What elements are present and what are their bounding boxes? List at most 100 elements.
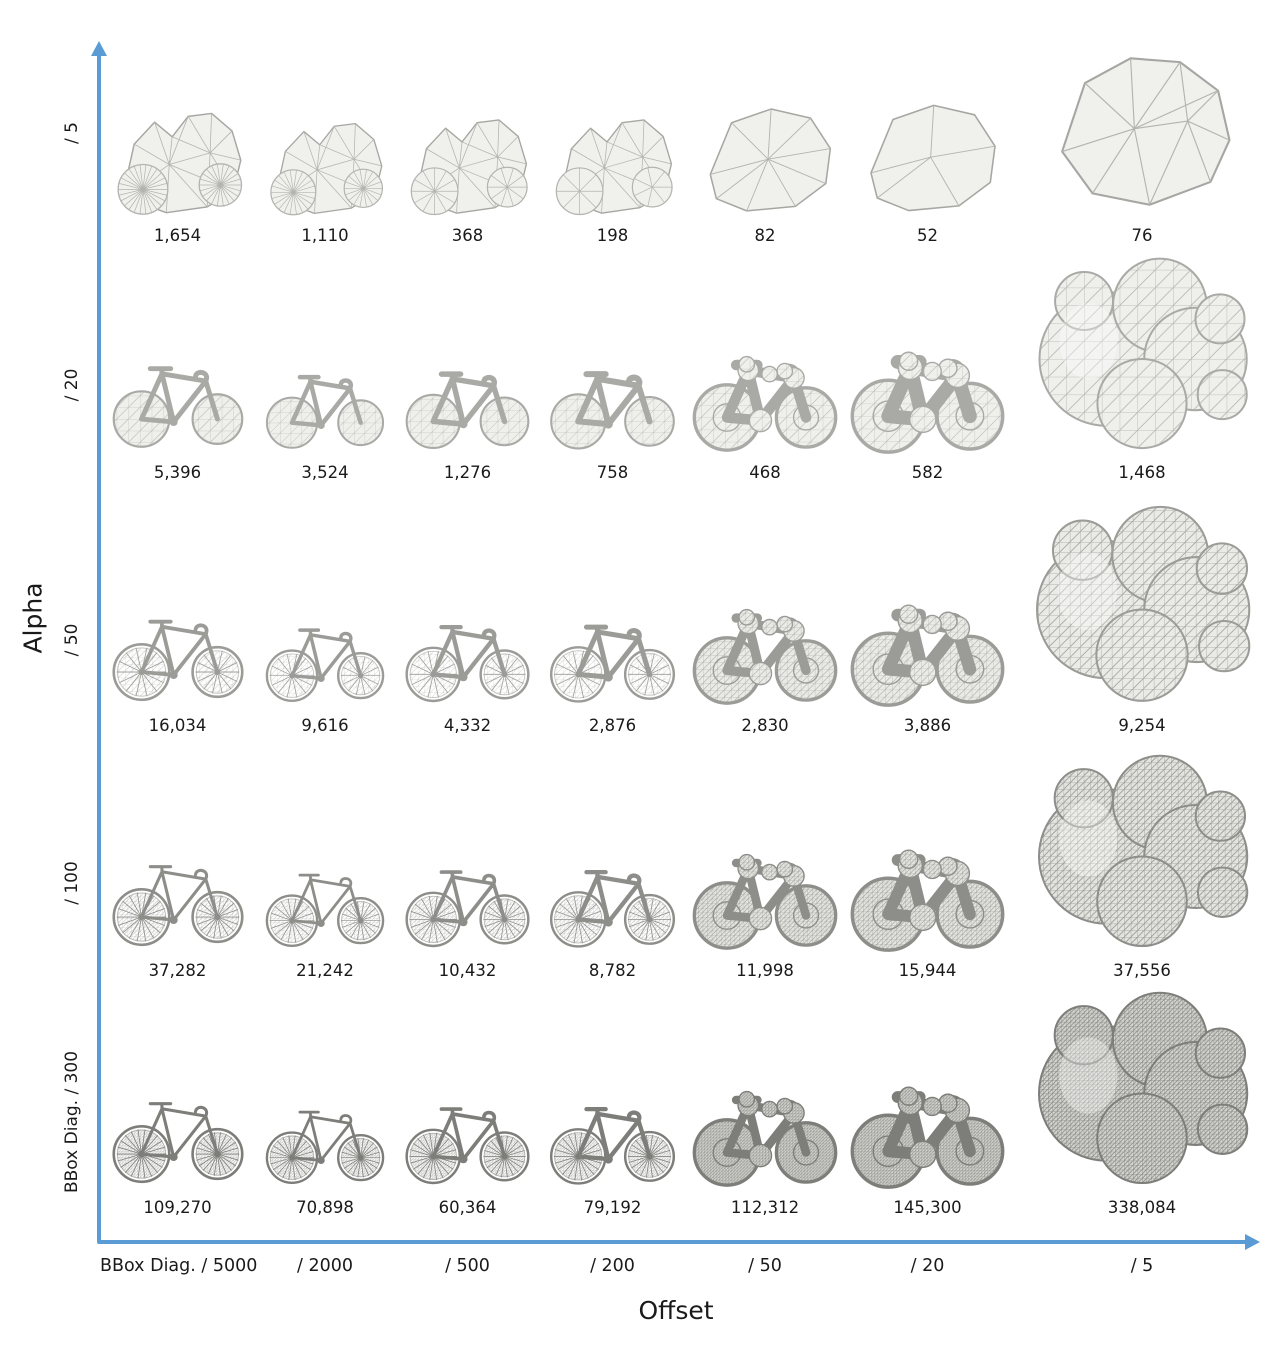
- mesh-cell-r5-c1: 109,270: [100, 985, 255, 1222]
- triangle-count: 52: [917, 226, 938, 245]
- mesh-grid: 1,654 1,110 368 198 82 52 76 5,396 3,524 1,276 758…: [100, 45, 1274, 1222]
- mesh-cell-r3-c6: 3,886: [845, 487, 1010, 740]
- mesh-rendering: [555, 119, 673, 216]
- row-label-alpha-2: / 20: [62, 368, 82, 402]
- triangle-count: 5,396: [153, 463, 202, 482]
- mesh-rendering: [270, 122, 384, 216]
- mesh-cell-r2-c4: 758: [540, 250, 685, 487]
- mesh-rendering: [265, 374, 385, 449]
- triangle-count: 1,110: [301, 226, 349, 245]
- mesh-rendering: [549, 869, 676, 948]
- mesh-rendering: [850, 849, 1005, 952]
- mesh-rendering: [692, 608, 838, 705]
- mesh-rendering: [111, 865, 244, 947]
- y-axis-arrow-icon: [91, 41, 107, 56]
- triangle-count: 9,254: [1118, 716, 1166, 735]
- mesh-rendering: [111, 619, 244, 702]
- triangle-count: 21,242: [296, 961, 354, 980]
- mesh-rendering: [405, 371, 530, 449]
- col-label-offset-2: / 2000: [297, 1256, 353, 1276]
- mesh-rendering: [405, 870, 530, 948]
- mesh-rendering: [692, 853, 838, 950]
- mesh-cell-r1-c3: 368: [395, 45, 540, 250]
- col-label-offset-7: / 5: [1130, 1256, 1154, 1276]
- mesh-cell-r4-c4: 8,782: [540, 740, 685, 985]
- triangle-count: 112,312: [730, 1198, 800, 1217]
- mesh-cell-r5-c7: 338,084: [1010, 985, 1274, 1222]
- triangle-count: 60,364: [438, 1198, 497, 1217]
- triangle-count: 3,886: [903, 716, 952, 735]
- mesh-cell-r2-c2: 3,524: [255, 250, 395, 487]
- mesh-cell-r4-c2: 21,242: [255, 740, 395, 985]
- mesh-rendering: [265, 628, 385, 702]
- row-label-alpha-5: BBox Diag. / 300: [62, 1050, 82, 1194]
- y-axis-line: [97, 54, 101, 1242]
- triangle-count: 468: [749, 463, 781, 482]
- mesh-cell-r1-c4: 198: [540, 45, 685, 250]
- triangle-count: 82: [754, 226, 776, 245]
- triangle-count: 2,830: [741, 716, 789, 735]
- mesh-rendering: [111, 1102, 244, 1184]
- column-labels: BBox Diag. / 5000 / 2000 / 500 / 200 / 50 / 2…: [100, 1256, 1274, 1276]
- mesh-cell-r5-c2: 70,898: [255, 985, 395, 1222]
- triangle-count: 15,944: [898, 961, 957, 980]
- triangle-count: 1,654: [153, 226, 202, 245]
- mesh-cell-r3-c2: 9,616: [255, 487, 395, 740]
- x-axis-line: [97, 1240, 1247, 1244]
- mesh-cell-r4-c5: 11,998: [685, 740, 845, 985]
- col-label-offset-6: / 20: [910, 1256, 945, 1276]
- mesh-rendering: [116, 112, 242, 215]
- mesh-rendering: [692, 355, 838, 452]
- mesh-cell-r3-c4: 2,876: [540, 487, 685, 740]
- col-label-offset-4: / 200: [590, 1256, 635, 1276]
- mesh-rendering: [850, 604, 1005, 707]
- x-axis-arrow-icon: [1245, 1234, 1260, 1250]
- row-label-alpha-1: / 5: [62, 122, 82, 144]
- triangle-count: 109,270: [143, 1198, 212, 1217]
- mesh-rendering: [405, 1107, 530, 1185]
- mesh-rendering: [709, 108, 832, 212]
- mesh-cell-r4-c1: 37,282: [100, 740, 255, 985]
- mesh-cell-r1-c6: 52: [845, 45, 1010, 250]
- mesh-rendering: [1038, 257, 1248, 450]
- mesh-cell-r2-c7: 1,468: [1010, 250, 1274, 487]
- mesh-cell-r3-c1: 16,034: [100, 487, 255, 740]
- mesh-cell-r3-c5: 2,830: [685, 487, 845, 740]
- triangle-count: 76: [1131, 226, 1153, 245]
- triangle-count: 338,084: [1107, 1198, 1177, 1217]
- triangle-count: 11,998: [736, 961, 794, 980]
- y-axis-title: Alpha: [18, 582, 48, 654]
- mesh-cell-r3-c7: 9,254: [1010, 487, 1274, 740]
- triangle-count: 368: [451, 226, 484, 245]
- mesh-cell-r5-c5: 112,312: [685, 985, 845, 1222]
- mesh-rendering: [870, 104, 996, 212]
- col-label-offset-1: BBox Diag. / 5000: [100, 1256, 258, 1276]
- mesh-cell-r1-c2: 1,110: [255, 45, 395, 250]
- mesh-rendering: [410, 119, 528, 216]
- triangle-count: 582: [911, 463, 944, 482]
- row-label-alpha-4: / 100: [62, 861, 82, 905]
- mesh-cell-r1-c1: 1,654: [100, 45, 255, 250]
- triangle-count: 4,332: [443, 716, 492, 735]
- triangle-count: 79,192: [583, 1198, 642, 1217]
- x-axis-title: Offset: [638, 1296, 714, 1325]
- mesh-cell-r5-c4: 79,192: [540, 985, 685, 1222]
- mesh-rendering: [550, 371, 675, 450]
- mesh-rendering: [549, 1106, 676, 1185]
- mesh-rendering: [1035, 505, 1251, 702]
- mesh-cell-r5-c6: 145,300: [845, 985, 1010, 1222]
- mesh-rendering: [549, 624, 676, 703]
- mesh-cell-r3-c3: 4,332: [395, 487, 540, 740]
- triangle-count: 10,432: [438, 961, 497, 980]
- mesh-cell-r2-c1: 5,396: [100, 250, 255, 487]
- mesh-cell-r2-c6: 582: [845, 250, 1010, 487]
- mesh-cell-r4-c3: 10,432: [395, 740, 540, 985]
- mesh-rendering: [850, 351, 1005, 454]
- row-label-alpha-3: / 50: [62, 623, 82, 657]
- triangle-count: 2,876: [588, 716, 637, 735]
- mesh-cell-r1-c5: 82: [685, 45, 845, 250]
- mesh-cell-r2-c5: 468: [685, 250, 845, 487]
- col-label-offset-3: / 500: [445, 1256, 490, 1276]
- mesh-rendering: [1061, 57, 1231, 206]
- mesh-rendering: [265, 873, 385, 947]
